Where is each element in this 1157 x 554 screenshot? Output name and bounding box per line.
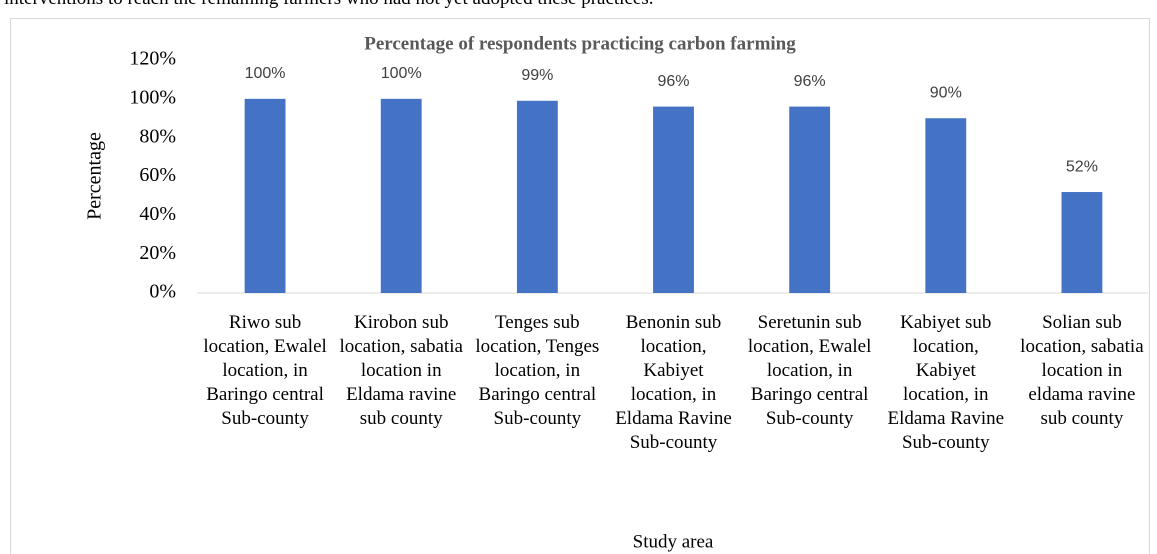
bar <box>380 98 422 293</box>
bar <box>516 100 558 294</box>
x-tick-label: Tenges sub location, Tenges location, in… <box>475 312 600 429</box>
x-tick-label: Seretunin sub location, Ewalel location,… <box>747 312 872 429</box>
bar <box>789 106 831 293</box>
x-tick-label: Solian sub location, sabatia location in… <box>1020 312 1144 429</box>
y-tick-label: 100% <box>129 86 176 108</box>
x-axis-label: Study area <box>633 531 714 552</box>
bar <box>653 106 694 293</box>
bar <box>925 118 967 293</box>
bar <box>1061 192 1103 293</box>
y-tick-label: 20% <box>139 242 176 264</box>
y-tick-label: 0% <box>149 281 176 303</box>
chart-title: Percentage of respondents practicing car… <box>364 33 796 54</box>
y-tick-label: 40% <box>139 203 176 225</box>
y-tick-label: 120% <box>129 48 176 70</box>
bar <box>244 98 286 293</box>
data-label: 100% <box>245 65 286 82</box>
data-label: 90% <box>930 84 962 101</box>
x-tick-label: Kabiyet sub location, Kabiyet location, … <box>887 312 1005 453</box>
chart-frame <box>10 18 1150 554</box>
y-tick-label: 80% <box>139 125 176 147</box>
data-label: 100% <box>381 65 422 82</box>
y-tick-label: 60% <box>139 164 176 186</box>
document-text: interventions to reach the remaining far… <box>4 0 653 10</box>
data-label: 96% <box>794 73 826 90</box>
data-label: 96% <box>657 73 689 90</box>
data-label: 99% <box>521 67 553 84</box>
x-tick-label: Riwo sub location, Ewalel location, in B… <box>203 312 327 429</box>
y-axis-label: Percentage <box>84 132 106 220</box>
data-label: 52% <box>1066 158 1098 175</box>
x-tick-label: Kirobon sub location, sabatia location i… <box>339 312 463 429</box>
x-tick-label: Benonin sub location, Kabiyet location, … <box>615 312 732 453</box>
